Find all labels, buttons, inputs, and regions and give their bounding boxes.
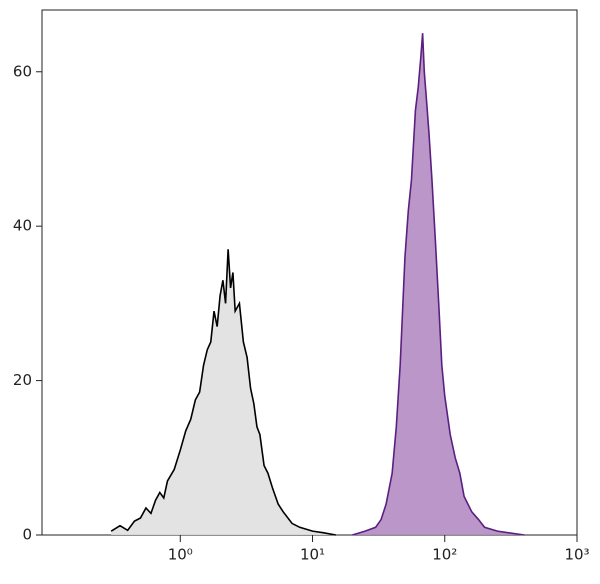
y-tick-label: 20 bbox=[13, 371, 32, 389]
histogram-line bbox=[110, 249, 336, 536]
y-tick-label: 60 bbox=[13, 62, 32, 80]
x-tick-label: 10⁰ bbox=[168, 546, 193, 564]
x-tick-label: 10³ bbox=[564, 546, 589, 564]
histogram-area bbox=[111, 249, 336, 535]
x-tick-label: 10² bbox=[432, 546, 457, 564]
histogram-line bbox=[352, 33, 525, 536]
y-tick-label: 0 bbox=[22, 526, 32, 544]
x-tick-label: 10¹ bbox=[300, 546, 325, 564]
y-tick-label: 40 bbox=[13, 217, 32, 235]
histogram-area bbox=[352, 33, 525, 535]
plot-frame bbox=[41, 9, 578, 536]
